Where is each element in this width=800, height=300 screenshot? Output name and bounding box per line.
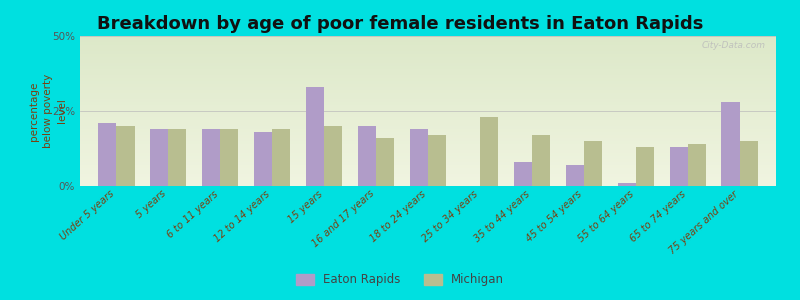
Bar [80,99,776,102]
Bar [98,123,116,186]
Bar [80,42,776,45]
Bar [80,150,776,153]
Bar [80,174,776,177]
Bar [80,168,776,171]
Bar [722,102,740,186]
Bar [80,48,776,51]
Text: City-Data.com: City-Data.com [702,40,766,50]
Bar [80,111,776,114]
Bar [80,177,776,180]
Bar [80,63,776,66]
Bar [670,147,688,186]
Bar [80,90,776,93]
Bar [80,165,776,168]
Bar [480,117,498,186]
Bar [584,141,602,186]
Bar [80,141,776,144]
Bar [272,129,290,186]
Bar [80,60,776,63]
Bar [688,144,706,186]
Bar [532,135,550,186]
Bar [80,180,776,183]
Bar [80,45,776,48]
Bar [80,75,776,78]
Bar [80,183,776,186]
Bar [80,78,776,81]
Bar [80,84,776,87]
Bar [168,129,186,186]
Bar [80,36,776,39]
Bar [80,129,776,132]
Bar [80,159,776,162]
Bar [80,126,776,129]
Bar [324,126,342,186]
Legend: Eaton Rapids, Michigan: Eaton Rapids, Michigan [291,269,509,291]
Bar [80,171,776,174]
Bar [80,105,776,108]
Bar [636,147,654,186]
Bar [80,135,776,138]
Bar [80,57,776,60]
Bar [618,183,636,186]
Bar [80,93,776,96]
Bar [514,162,532,186]
Bar [80,162,776,165]
Bar [80,123,776,126]
Bar [306,87,324,186]
Bar [358,126,376,186]
Bar [566,165,584,186]
Bar [410,129,428,186]
Bar [428,135,446,186]
Bar [80,96,776,99]
Bar [80,72,776,75]
Bar [202,129,220,186]
Bar [116,126,134,186]
Text: Breakdown by age of poor female residents in Eaton Rapids: Breakdown by age of poor female resident… [97,15,703,33]
Bar [80,39,776,42]
Bar [80,69,776,72]
Bar [80,114,776,117]
Bar [80,132,776,135]
Bar [254,132,272,186]
Bar [80,51,776,54]
Bar [80,138,776,141]
Bar [80,144,776,147]
Bar [80,147,776,150]
Bar [80,102,776,105]
Bar [220,129,238,186]
Bar [80,156,776,159]
Bar [80,81,776,84]
Bar [80,117,776,120]
Bar [740,141,758,186]
Bar [150,129,168,186]
Y-axis label: percentage
below poverty
level: percentage below poverty level [29,74,67,148]
Bar [80,108,776,111]
Bar [376,138,394,186]
Bar [80,66,776,69]
Bar [80,153,776,156]
Bar [80,120,776,123]
Bar [80,54,776,57]
Bar [80,87,776,90]
